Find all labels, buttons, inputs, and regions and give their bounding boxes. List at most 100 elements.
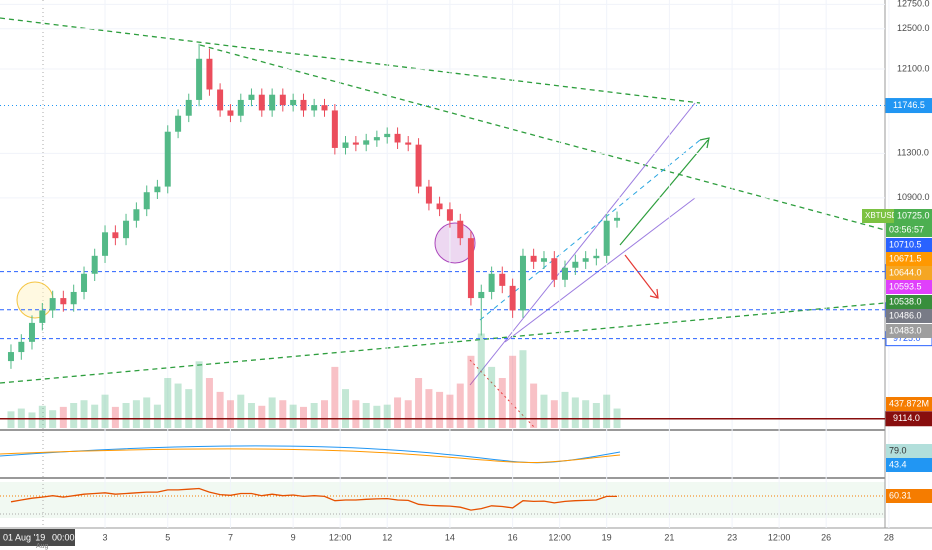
candle-body bbox=[143, 192, 150, 210]
volume-bar bbox=[509, 355, 517, 428]
candle-body bbox=[467, 238, 474, 299]
candle-body bbox=[237, 99, 244, 116]
macd-line bbox=[0, 448, 621, 463]
tag bbox=[886, 295, 932, 309]
tag-label: 10644.0 bbox=[889, 267, 922, 277]
x-tick-label: 9 bbox=[291, 532, 296, 542]
candle-body bbox=[519, 255, 526, 311]
volume-bar bbox=[498, 378, 506, 428]
tag-label: 10483.0 bbox=[889, 325, 922, 335]
x-tick-label: 12:00 bbox=[548, 532, 571, 542]
volume-bar bbox=[59, 406, 67, 428]
candle-body bbox=[91, 255, 98, 274]
tag bbox=[886, 223, 932, 237]
candle-body bbox=[279, 94, 286, 106]
candle-body bbox=[196, 58, 203, 100]
candle-body bbox=[7, 352, 14, 362]
volume-bar bbox=[519, 350, 527, 428]
volume-bar bbox=[415, 378, 423, 428]
tag bbox=[886, 309, 932, 323]
volume-bar bbox=[205, 378, 213, 428]
volume-bar bbox=[279, 400, 287, 428]
candle-body bbox=[499, 273, 506, 286]
candle-body bbox=[102, 232, 109, 256]
volume-bar bbox=[561, 391, 569, 428]
volume-bar bbox=[216, 391, 224, 428]
candle-body bbox=[572, 261, 579, 268]
tag-label: 10710.5 bbox=[889, 239, 922, 249]
tag bbox=[886, 238, 932, 252]
tag bbox=[886, 280, 932, 294]
tag bbox=[886, 266, 932, 280]
cursor-date: 01 Aug '19 bbox=[3, 532, 45, 542]
candle-body bbox=[133, 209, 140, 221]
price-tag-label: 9725.0 bbox=[893, 333, 921, 343]
volume-bar bbox=[164, 378, 172, 428]
trendline bbox=[0, 302, 886, 384]
volume-bar bbox=[456, 383, 464, 428]
candle-body bbox=[446, 209, 453, 221]
candle-body bbox=[185, 99, 192, 116]
volume-bar bbox=[80, 400, 88, 428]
rsi-band bbox=[0, 482, 885, 518]
y-tick-label: 12500.0 bbox=[897, 23, 930, 33]
tag bbox=[886, 324, 932, 338]
candle-body bbox=[593, 255, 600, 259]
candle-body bbox=[582, 258, 589, 262]
x-tick-label: 19 bbox=[602, 532, 612, 542]
volume-bar bbox=[258, 405, 266, 428]
x-tick-label: 12:00 bbox=[768, 532, 791, 542]
tag-label: 10671.5 bbox=[889, 253, 922, 263]
candle-body bbox=[415, 144, 422, 187]
volume-bar bbox=[373, 405, 381, 428]
candle-body bbox=[311, 105, 318, 111]
candle-body bbox=[28, 322, 35, 342]
candle-body bbox=[478, 291, 485, 299]
channel-mid bbox=[479, 139, 701, 321]
candle-body bbox=[300, 99, 307, 111]
candle-body bbox=[39, 310, 46, 323]
volume-bar bbox=[592, 403, 600, 428]
candle-body bbox=[70, 291, 77, 305]
volume-bar bbox=[436, 391, 444, 428]
volume-bar bbox=[331, 366, 339, 428]
candle-body bbox=[394, 133, 401, 143]
tag bbox=[862, 209, 894, 223]
tag-label: 79.0 bbox=[889, 445, 907, 455]
volume-bar bbox=[488, 366, 496, 428]
candle-body bbox=[551, 258, 558, 280]
candle-body bbox=[18, 341, 25, 353]
volume-bar bbox=[299, 406, 307, 428]
volume-bar bbox=[143, 397, 151, 428]
volume-bar bbox=[70, 403, 78, 428]
month-label: Aug bbox=[36, 543, 49, 550]
volume-bar bbox=[383, 404, 391, 428]
projection bbox=[469, 359, 536, 429]
volume-bar bbox=[582, 400, 590, 428]
candle-body bbox=[614, 217, 621, 221]
x-tick-label: 3 bbox=[103, 532, 108, 542]
x-tick-label: 28 bbox=[884, 532, 894, 542]
volume-bar bbox=[237, 394, 245, 428]
x-tick-label: 23 bbox=[727, 532, 737, 542]
tag-label: XBTUSD bbox=[865, 211, 898, 220]
volume-bar bbox=[467, 355, 475, 428]
tag-label: 437.872M bbox=[889, 398, 929, 408]
volume-bar bbox=[28, 412, 36, 428]
y-tick-label: 12100.0 bbox=[897, 63, 930, 73]
candle-body bbox=[321, 105, 328, 111]
tag-label: 03:56:57 bbox=[889, 224, 924, 234]
drawings bbox=[0, 17, 886, 429]
volume-bar bbox=[477, 333, 485, 428]
candle-body bbox=[123, 220, 130, 239]
candle-body bbox=[269, 94, 276, 111]
x-tick-label: 5 bbox=[165, 532, 170, 542]
candle-body bbox=[425, 186, 432, 204]
candle-body bbox=[405, 142, 412, 145]
x-tick-label: 21 bbox=[664, 532, 674, 542]
price-tag-label: 11746.5 bbox=[893, 100, 925, 110]
price-tag bbox=[885, 411, 932, 427]
candle-body bbox=[258, 94, 265, 111]
volume-bar bbox=[321, 400, 329, 428]
